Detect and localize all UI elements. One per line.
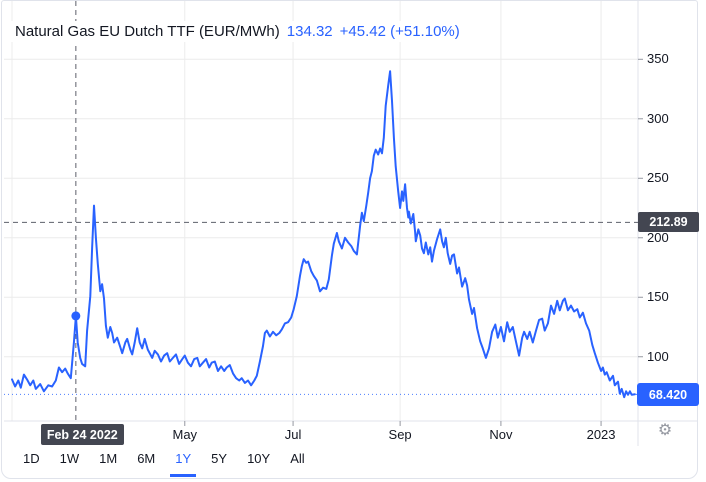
x-tick-label: Sep: [388, 427, 412, 442]
current-price-label: 68.420: [637, 383, 699, 407]
y-tick-label: 100: [647, 348, 669, 364]
x-tick-label: Jul: [284, 427, 302, 442]
x-tick-label: 2023: [586, 427, 616, 442]
price-series-line: [11, 70, 636, 399]
y-tick-label: 350: [647, 51, 669, 67]
symbol-title[interactable]: Natural Gas EU Dutch TTF (EUR/MWh): [15, 23, 280, 40]
range-button-1w[interactable]: 1W: [59, 451, 80, 466]
range-button-1d[interactable]: 1D: [23, 451, 40, 466]
range-button-1m[interactable]: 1M: [99, 451, 118, 466]
x-tick-label: Nov: [489, 427, 513, 442]
crosshair-price-label: 212.89: [638, 212, 699, 233]
y-tick-label: 150: [647, 289, 669, 305]
range-toolbar: 1D 1W 1M 6M 1Y 5Y 10Y All: [18, 446, 310, 477]
range-button-10y[interactable]: 10Y: [247, 451, 271, 466]
range-button-6m[interactable]: 6M: [137, 451, 156, 466]
range-button-1y[interactable]: 1Y: [170, 446, 197, 477]
x-tick-label: May: [172, 427, 198, 442]
y-tick-label: 300: [647, 110, 669, 126]
price-change: +45.42 (+51.10%): [339, 23, 460, 40]
settings-gear-icon[interactable]: ⚙: [657, 422, 673, 439]
range-button-5y[interactable]: 5Y: [211, 451, 228, 466]
price-chart[interactable]: [2, 1, 697, 477]
y-tick-label: 250: [647, 170, 669, 186]
crosshair-dot: [71, 311, 81, 321]
y-tick-label: 200: [647, 229, 669, 245]
crosshair-date-label: Feb 24 2022: [40, 424, 124, 445]
last-price: 134.32: [286, 23, 333, 40]
symbol-header: Natural Gas EU Dutch TTF (EUR/MWh) 134.3…: [2, 21, 468, 42]
range-button-all[interactable]: All: [290, 451, 305, 466]
